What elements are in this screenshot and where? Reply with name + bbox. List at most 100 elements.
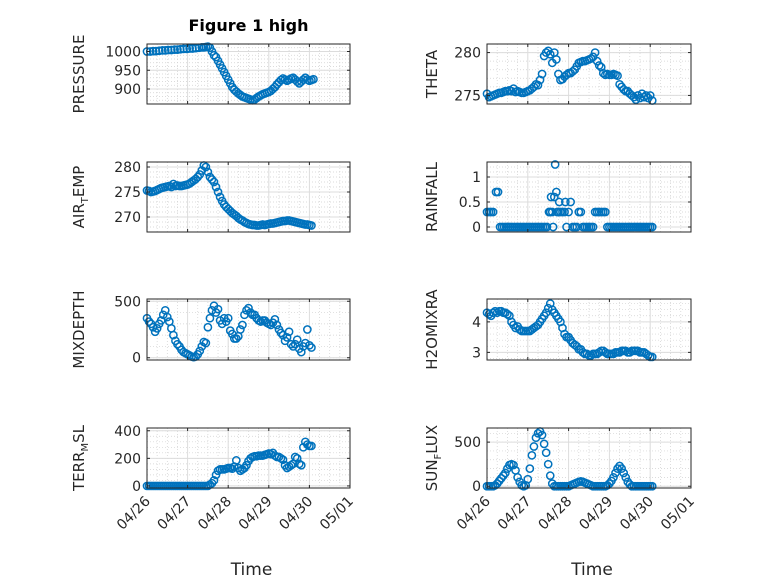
- x-tick-label: 05/01: [317, 494, 357, 534]
- y-axis-label: SUNFLUX: [423, 425, 444, 491]
- y-tick-label: 1000: [105, 45, 141, 61]
- subplot-pressure: 900 950 1000 PRESSURE Figure 1 high: [70, 16, 351, 113]
- data-point: [490, 306, 500, 316]
- x-tick-label: 04/26: [454, 493, 494, 533]
- data-point: [305, 340, 314, 350]
- data-point: [613, 71, 622, 81]
- x-axis-label: Time: [570, 560, 613, 580]
- data-point: [211, 470, 221, 480]
- data-point: [594, 61, 604, 70]
- y-tick-label: 3: [472, 345, 481, 361]
- data-point: [513, 473, 522, 482]
- data-point: [546, 192, 556, 202]
- data-point: [541, 48, 551, 57]
- data-point: [537, 69, 547, 79]
- data-point: [286, 339, 296, 349]
- subplot-terr-msl: 0 200 400 TERRMSL 04/26 04/27 04/28 04/29 04/30 0…: [70, 424, 357, 580]
- data-point: [209, 50, 219, 60]
- y-tick-label: 200: [114, 451, 141, 467]
- data-point: [307, 441, 316, 451]
- data-point: [276, 328, 286, 338]
- data-point: [307, 343, 316, 352]
- subplot-air-temp: 270 275 280 AIRTEMP: [70, 160, 351, 233]
- data-point: [564, 207, 573, 217]
- data-point: [213, 466, 223, 476]
- data-point: [647, 352, 657, 362]
- x-tick-label: 04/30: [276, 494, 316, 534]
- data-point: [207, 175, 217, 184]
- data-point: [266, 320, 276, 330]
- data-point: [533, 428, 543, 438]
- y-tick-label: 500: [454, 435, 481, 451]
- data-point: [201, 338, 211, 348]
- data-point: [154, 46, 164, 56]
- data-point: [292, 335, 302, 345]
- data-point: [600, 348, 610, 357]
- data-point: [643, 351, 653, 360]
- data-point: [179, 44, 188, 54]
- subplot-rainfall: 0 0.5 1 RAINFALL: [423, 160, 692, 236]
- x-tick-label: 04/27: [495, 494, 535, 534]
- data-point: [170, 45, 179, 54]
- y-axis-label: TERRMSL: [70, 424, 91, 492]
- data-point: [231, 334, 241, 343]
- data-point: [547, 207, 557, 217]
- data-point: [586, 351, 596, 360]
- data-point: [185, 44, 194, 53]
- data-point: [647, 481, 657, 491]
- data-point: [568, 67, 578, 76]
- data-point: [515, 325, 524, 334]
- data-point: [609, 349, 618, 359]
- data-point: [633, 346, 643, 356]
- y-tick-label: 0: [132, 479, 141, 495]
- y-tick-label: 500: [114, 294, 141, 310]
- data-point: [152, 324, 162, 333]
- subplot-h2omixra: 3 4 H2OMIXRA: [423, 289, 692, 370]
- data-point: [309, 74, 318, 84]
- x-tick-label: 04/28: [536, 494, 576, 534]
- data-point: [209, 476, 219, 485]
- data-point: [503, 309, 512, 319]
- data-point: [611, 468, 620, 478]
- data-point: [562, 222, 571, 232]
- y-axis-label: THETA: [423, 49, 441, 99]
- data-point: [286, 460, 296, 470]
- data-point: [303, 440, 312, 449]
- data-point: [533, 80, 543, 90]
- y-axis-label: RAINFALL: [423, 161, 441, 232]
- data-point: [543, 459, 553, 469]
- data-point: [144, 317, 154, 326]
- subplot-mixdepth: 0 500 MIXDEPTH: [70, 290, 351, 369]
- data-point: [488, 207, 498, 217]
- axes-box: [486, 43, 692, 105]
- data-point: [552, 187, 561, 197]
- data-point: [554, 197, 564, 207]
- data-point: [158, 46, 167, 55]
- data-point: [566, 197, 575, 207]
- data-point: [276, 75, 286, 85]
- data-point: [296, 347, 306, 357]
- y-axis-label: AIRTEMP: [70, 166, 91, 229]
- x-tick-label: 04/26: [114, 493, 154, 533]
- y-tick-label: 0: [132, 351, 141, 367]
- axes-box: [146, 161, 351, 233]
- data-point: [203, 167, 213, 177]
- data-point: [572, 222, 582, 232]
- data-point: [278, 455, 288, 465]
- data-point: [621, 473, 631, 482]
- data-point: [621, 346, 631, 356]
- data-point: [195, 346, 205, 356]
- data-point: [276, 453, 286, 463]
- x-tick-label: 05/01: [658, 494, 698, 534]
- data-point: [545, 471, 555, 480]
- data-point: [203, 322, 213, 332]
- y-tick-label: 280: [454, 46, 481, 62]
- data-point: [592, 56, 602, 66]
- axes-box: [486, 427, 692, 489]
- data-point: [625, 348, 635, 357]
- y-tick-label: 275: [454, 88, 481, 104]
- x-tick-label: 04/27: [155, 494, 195, 534]
- data-point: [201, 162, 211, 172]
- data-point: [296, 460, 306, 470]
